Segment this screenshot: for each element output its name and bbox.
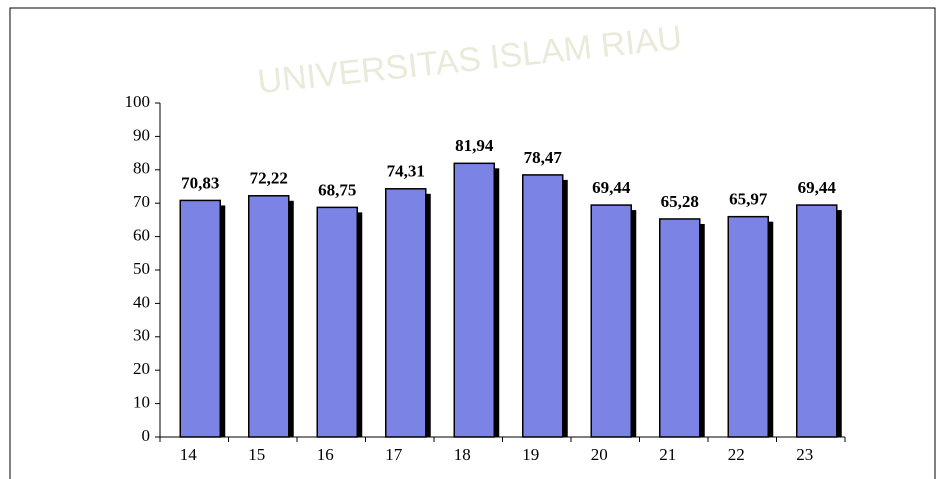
x-tick-label: 22 — [728, 445, 745, 464]
value-label: 65,97 — [729, 190, 768, 209]
bar — [728, 217, 768, 437]
y-tick-label: 10 — [133, 393, 150, 412]
bar — [797, 205, 837, 437]
page: {"chart_data": {"type": "bar", "watermar… — [0, 0, 946, 479]
x-tick-label: 17 — [385, 445, 403, 464]
bar — [180, 200, 220, 437]
x-tick-label: 23 — [796, 445, 813, 464]
bar — [523, 175, 563, 437]
y-tick-label: 70 — [133, 192, 150, 211]
x-tick-label: 20 — [591, 445, 608, 464]
y-tick-label: 80 — [133, 159, 150, 178]
bar — [591, 205, 631, 437]
x-tick-label: 16 — [317, 445, 334, 464]
value-label: 70,83 — [181, 173, 219, 192]
y-tick-label: 90 — [133, 125, 150, 144]
chart: UNIVERSITAS ISLAM RIAU 0 10 20 30 40 50 60 70 80… — [0, 0, 946, 479]
x-tick-label: 14 — [180, 445, 198, 464]
y-tick-label: 30 — [133, 326, 150, 345]
y-tick-label: 100 — [125, 92, 151, 111]
bar — [660, 219, 700, 437]
value-label: 65,28 — [661, 192, 699, 211]
y-tick-label: 0 — [142, 426, 151, 445]
value-label: 72,22 — [250, 169, 288, 188]
bar — [386, 189, 426, 437]
watermark: UNIVERSITAS ISLAM RIAU — [256, 19, 684, 101]
y-tick-label: 20 — [133, 359, 150, 378]
value-label: 74,31 — [387, 162, 425, 181]
y-tick-label: 50 — [133, 259, 150, 278]
value-label: 68,75 — [318, 180, 356, 199]
x-tick-label: 15 — [248, 445, 265, 464]
value-label: 69,44 — [592, 178, 631, 197]
bar — [454, 163, 494, 437]
value-label: 69,44 — [798, 178, 837, 197]
y-tick-label: 40 — [133, 292, 150, 311]
x-tick-label: 21 — [659, 445, 676, 464]
y-tick-label: 60 — [133, 226, 150, 245]
x-tick-label: 18 — [454, 445, 471, 464]
value-label: 78,47 — [524, 148, 563, 167]
bar — [249, 196, 289, 437]
x-tick-label: 19 — [522, 445, 539, 464]
value-label: 81,94 — [455, 136, 494, 155]
bar — [317, 207, 357, 437]
